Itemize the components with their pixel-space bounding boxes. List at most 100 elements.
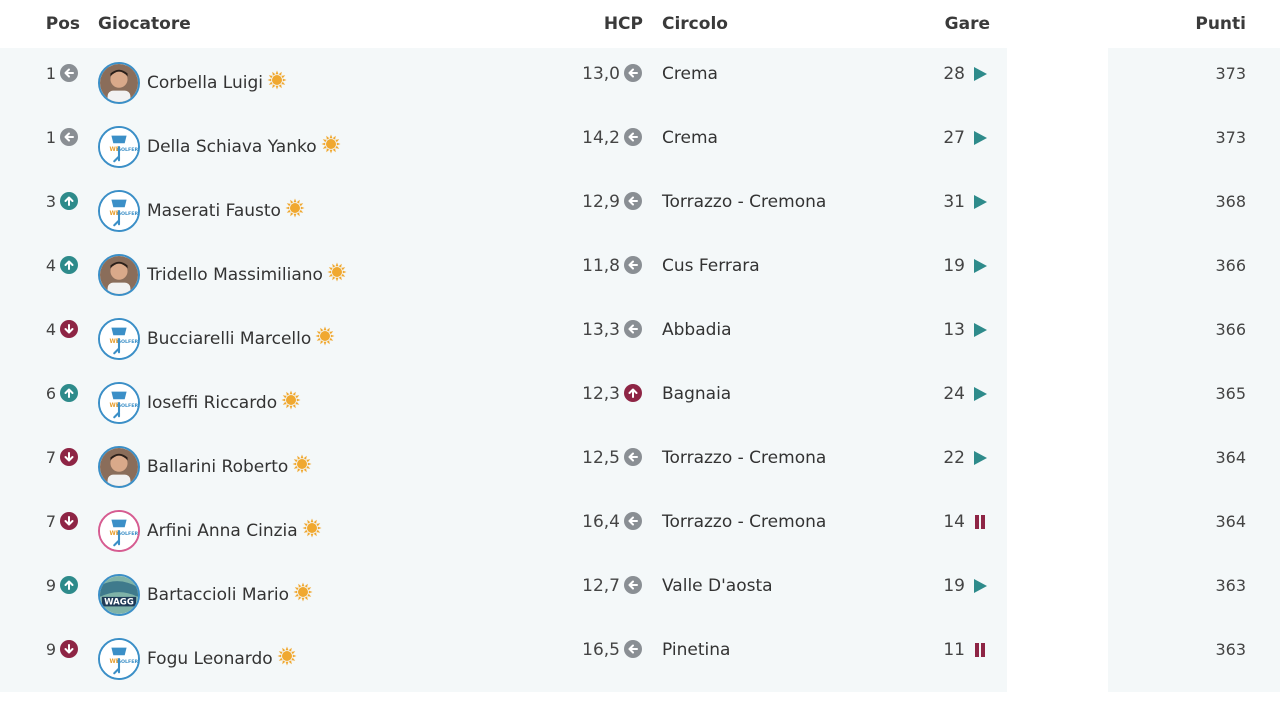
play-icon[interactable] — [972, 322, 988, 342]
position: 6 — [45, 384, 56, 403]
play-icon[interactable] — [972, 66, 988, 86]
player-name[interactable]: Fogu Leonardo — [147, 649, 273, 669]
player-name-cell[interactable]: Arfini Anna Cinzia — [147, 518, 322, 543]
header-pos[interactable]: Pos — [45, 14, 80, 34]
club-name: Cus Ferrara — [662, 256, 760, 276]
races-count: 27 — [943, 128, 965, 148]
left-arrow-icon — [60, 128, 78, 146]
player-name-cell[interactable]: Tridello Massimiliano — [147, 262, 347, 287]
table-row[interactable]: 1 Corbella Luigi 13,0 Crema 28 373 — [0, 62, 1280, 126]
hcp-value: 14,2 — [582, 128, 620, 148]
player-name[interactable]: Tridello Massimiliano — [147, 265, 323, 285]
left-arrow-icon — [60, 64, 78, 82]
hcp-value: 16,5 — [582, 640, 620, 660]
hcp-value: 12,3 — [582, 384, 620, 404]
player-name-cell[interactable]: Bucciarelli Marcello — [147, 326, 335, 351]
position: 9 — [45, 576, 56, 595]
left-arrow-icon — [624, 640, 642, 658]
table-row[interactable]: 1 WEGOLFERS Della Schiava Yanko 14,2 Crema 27… — [0, 126, 1280, 190]
header-points[interactable]: Punti — [1195, 14, 1246, 34]
play-icon[interactable] — [972, 450, 988, 470]
svg-text:GOLFERS: GOLFERS — [117, 659, 138, 665]
play-icon[interactable] — [972, 130, 988, 150]
table-header: Pos Giocatore HCP Circolo Gare Punti — [0, 0, 1280, 48]
table-row[interactable]: 9 WAGG Bartaccioli Mario 12,7 Valle D'aosta 1… — [0, 574, 1280, 638]
position: 4 — [45, 320, 56, 339]
player-name-cell[interactable]: Corbella Luigi — [147, 70, 287, 95]
svg-text:WE: WE — [110, 339, 120, 345]
hcp-value: 12,7 — [582, 576, 620, 596]
player-name-cell[interactable]: Bartaccioli Mario — [147, 582, 313, 607]
avatar[interactable]: WEGOLFERS — [98, 382, 140, 424]
races-count: 31 — [943, 192, 965, 212]
avatar[interactable] — [98, 446, 140, 488]
player-name[interactable]: Bartaccioli Mario — [147, 585, 290, 605]
table-row[interactable]: 4 WEGOLFERS Bucciarelli Marcello 13,3 Abbadi… — [0, 318, 1280, 382]
up-arrow-icon — [60, 256, 78, 274]
sun-icon — [267, 70, 287, 90]
position: 1 — [45, 64, 56, 83]
header-player[interactable]: Giocatore — [98, 14, 191, 34]
down-arrow-icon — [60, 320, 78, 338]
avatar[interactable] — [98, 62, 140, 104]
left-arrow-icon — [624, 320, 642, 338]
pause-icon[interactable] — [972, 514, 988, 534]
player-name-cell[interactable]: Fogu Leonardo — [147, 646, 297, 671]
player-name-cell[interactable]: Ballarini Roberto — [147, 454, 312, 479]
sun-icon — [315, 326, 335, 346]
player-name-cell[interactable]: Maserati Fausto — [147, 198, 305, 223]
play-icon[interactable] — [972, 386, 988, 406]
player-name[interactable]: Corbella Luigi — [147, 73, 263, 93]
svg-text:GOLFERS: GOLFERS — [117, 211, 138, 217]
table-row[interactable]: 7 WEGOLFERS Arfini Anna Cinzia 16,4 Torrazzo… — [0, 510, 1280, 574]
position: 7 — [45, 512, 56, 531]
avatar[interactable]: WEGOLFERS — [98, 318, 140, 360]
table-row[interactable]: 7 Ballarini Roberto 12,5 Torrazzo - Cremona… — [0, 446, 1280, 510]
up-arrow-icon — [60, 384, 78, 402]
sun-icon — [321, 134, 341, 154]
table-row[interactable]: 6 WEGOLFERS Ioseffi Riccardo 12,3 Bagnaia 24 3… — [0, 382, 1280, 446]
play-icon[interactable] — [972, 258, 988, 278]
header-races[interactable]: Gare — [944, 14, 990, 34]
races-count: 22 — [943, 448, 965, 468]
sun-icon — [277, 646, 297, 666]
play-icon[interactable] — [972, 194, 988, 214]
avatar[interactable]: WEGOLFERS — [98, 126, 140, 168]
down-arrow-icon — [60, 640, 78, 658]
club-name: Crema — [662, 128, 718, 148]
player-name[interactable]: Maserati Fausto — [147, 201, 281, 221]
player-name[interactable]: Della Schiava Yanko — [147, 137, 317, 157]
avatar[interactable]: WEGOLFERS — [98, 638, 140, 680]
hcp-value: 13,3 — [582, 320, 620, 340]
avatar[interactable]: WAGG — [98, 574, 140, 616]
left-arrow-icon — [624, 576, 642, 594]
hcp-value: 16,4 — [582, 512, 620, 532]
player-name-cell[interactable]: Ioseffi Riccardo — [147, 390, 301, 415]
table-row[interactable]: 3 WEGOLFERS Maserati Fausto 12,9 Torrazzo - … — [0, 190, 1280, 254]
player-name[interactable]: Bucciarelli Marcello — [147, 329, 312, 349]
club-name: Valle D'aosta — [662, 576, 773, 596]
left-arrow-icon — [624, 192, 642, 210]
avatar[interactable] — [98, 254, 140, 296]
up-arrow-red-icon — [624, 384, 642, 402]
pause-icon[interactable] — [972, 642, 988, 662]
player-name-cell[interactable]: Della Schiava Yanko — [147, 134, 341, 159]
avatar[interactable]: WEGOLFERS — [98, 190, 140, 232]
svg-text:WE: WE — [110, 147, 120, 153]
player-name[interactable]: Arfini Anna Cinzia — [147, 521, 298, 541]
player-name[interactable]: Ioseffi Riccardo — [147, 393, 278, 413]
races-count: 13 — [943, 320, 965, 340]
play-icon[interactable] — [972, 578, 988, 598]
player-name[interactable]: Ballarini Roberto — [147, 457, 289, 477]
header-club[interactable]: Circolo — [662, 14, 728, 34]
table-row[interactable]: 4 Tridello Massimiliano 11,8 Cus Ferrara 19 3… — [0, 254, 1280, 318]
races-count: 28 — [943, 64, 965, 84]
svg-text:WAGG: WAGG — [104, 598, 134, 608]
club-name: Torrazzo - Cremona — [662, 192, 827, 212]
down-arrow-icon — [60, 448, 78, 466]
avatar[interactable]: WEGOLFERS — [98, 510, 140, 552]
header-hcp[interactable]: HCP — [603, 14, 643, 34]
table-row[interactable]: 9 WEGOLFERS Fogu Leonardo 16,5 Pinetina 11 363 — [0, 638, 1280, 702]
sun-icon — [327, 262, 347, 282]
races-count: 19 — [943, 256, 965, 276]
